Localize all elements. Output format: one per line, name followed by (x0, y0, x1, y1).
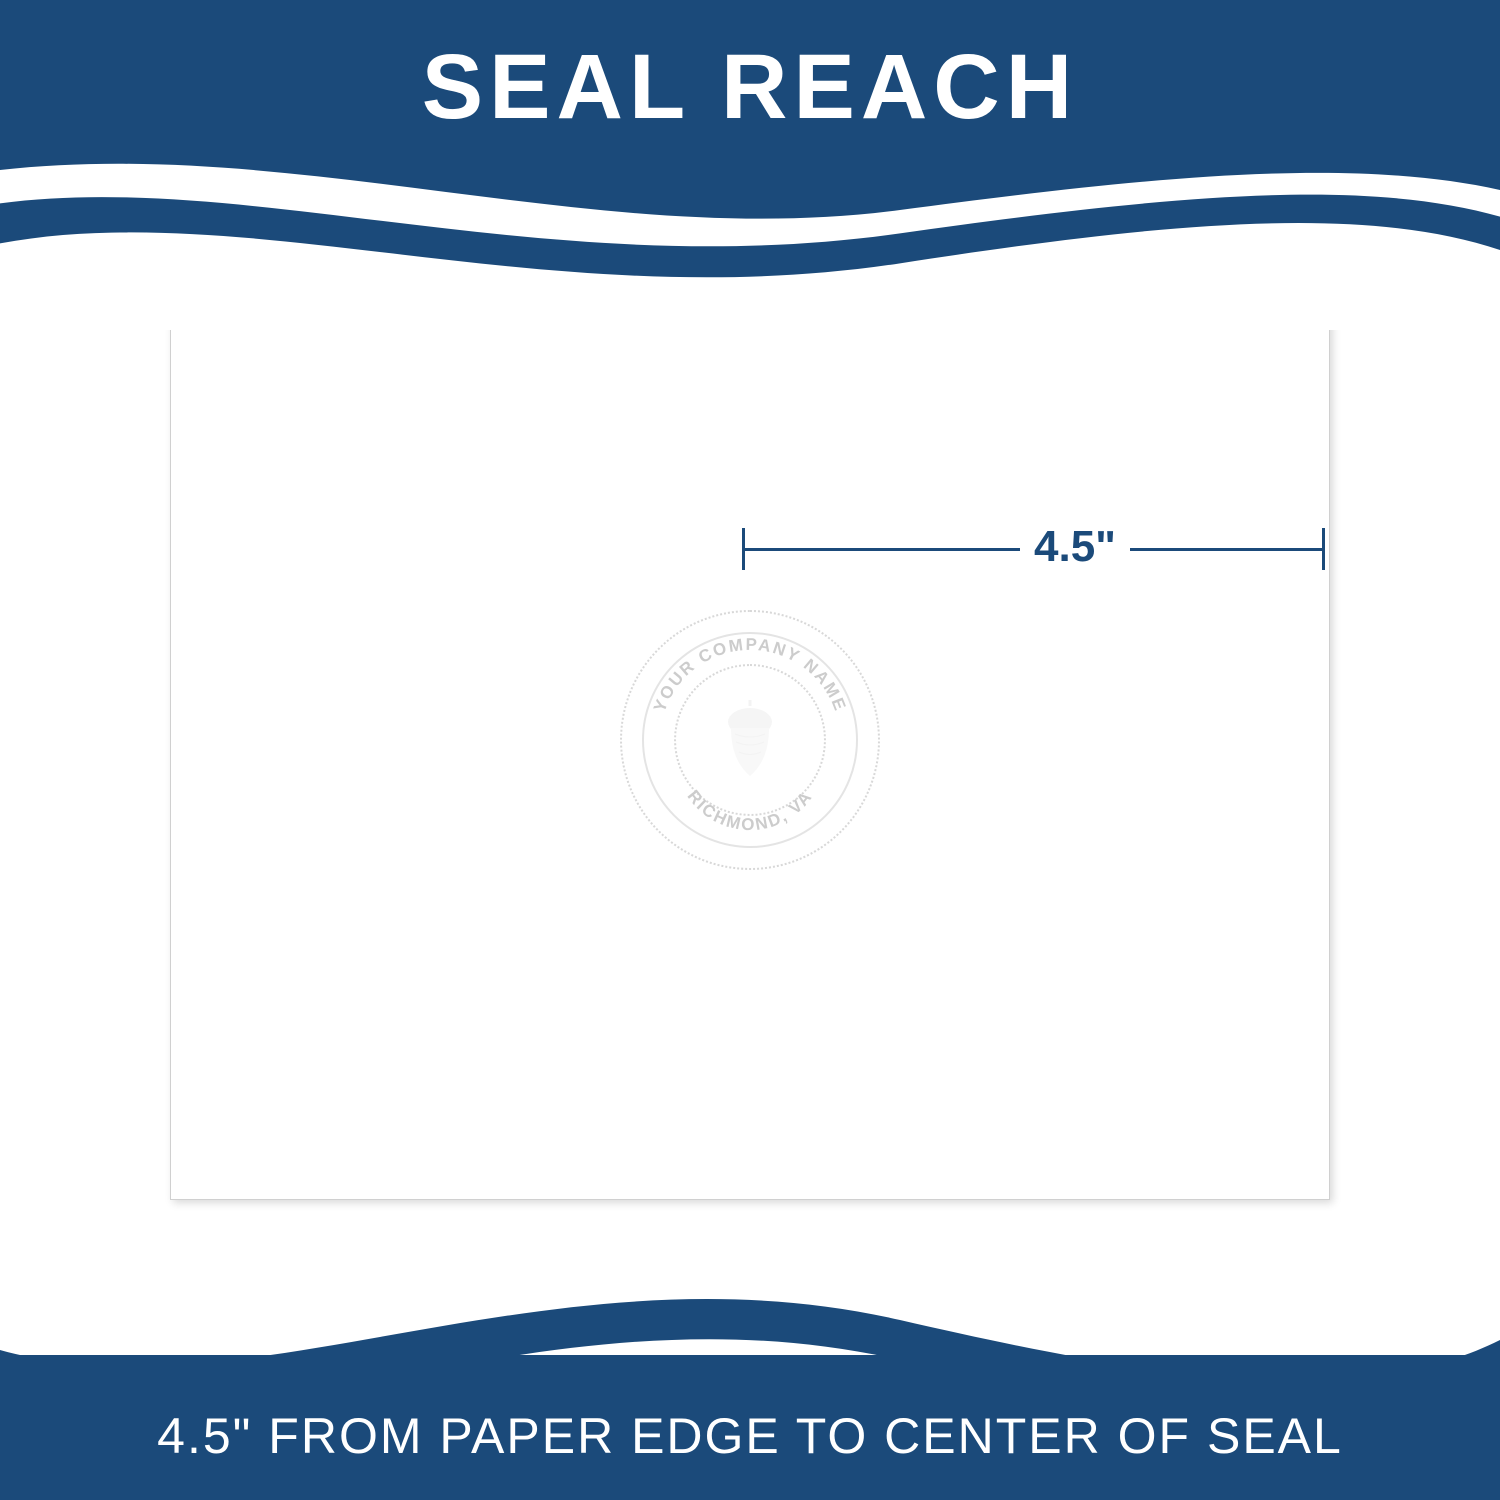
acorn-icon (723, 700, 777, 780)
measurement-tick-right (1322, 528, 1325, 570)
svg-text:RICHMOND, VA: RICHMOND, VA (684, 787, 817, 835)
seal-bottom-text: RICHMOND, VA (684, 787, 817, 835)
top-swoosh (0, 130, 1500, 330)
page-subtitle: 4.5" FROM PAPER EDGE TO CENTER OF SEAL (0, 1407, 1500, 1465)
embossed-seal: YOUR COMPANY NAME RICHMOND, VA (620, 610, 880, 870)
page-title: SEAL REACH (0, 35, 1500, 140)
measurement-value: 4.5" (1020, 522, 1130, 572)
